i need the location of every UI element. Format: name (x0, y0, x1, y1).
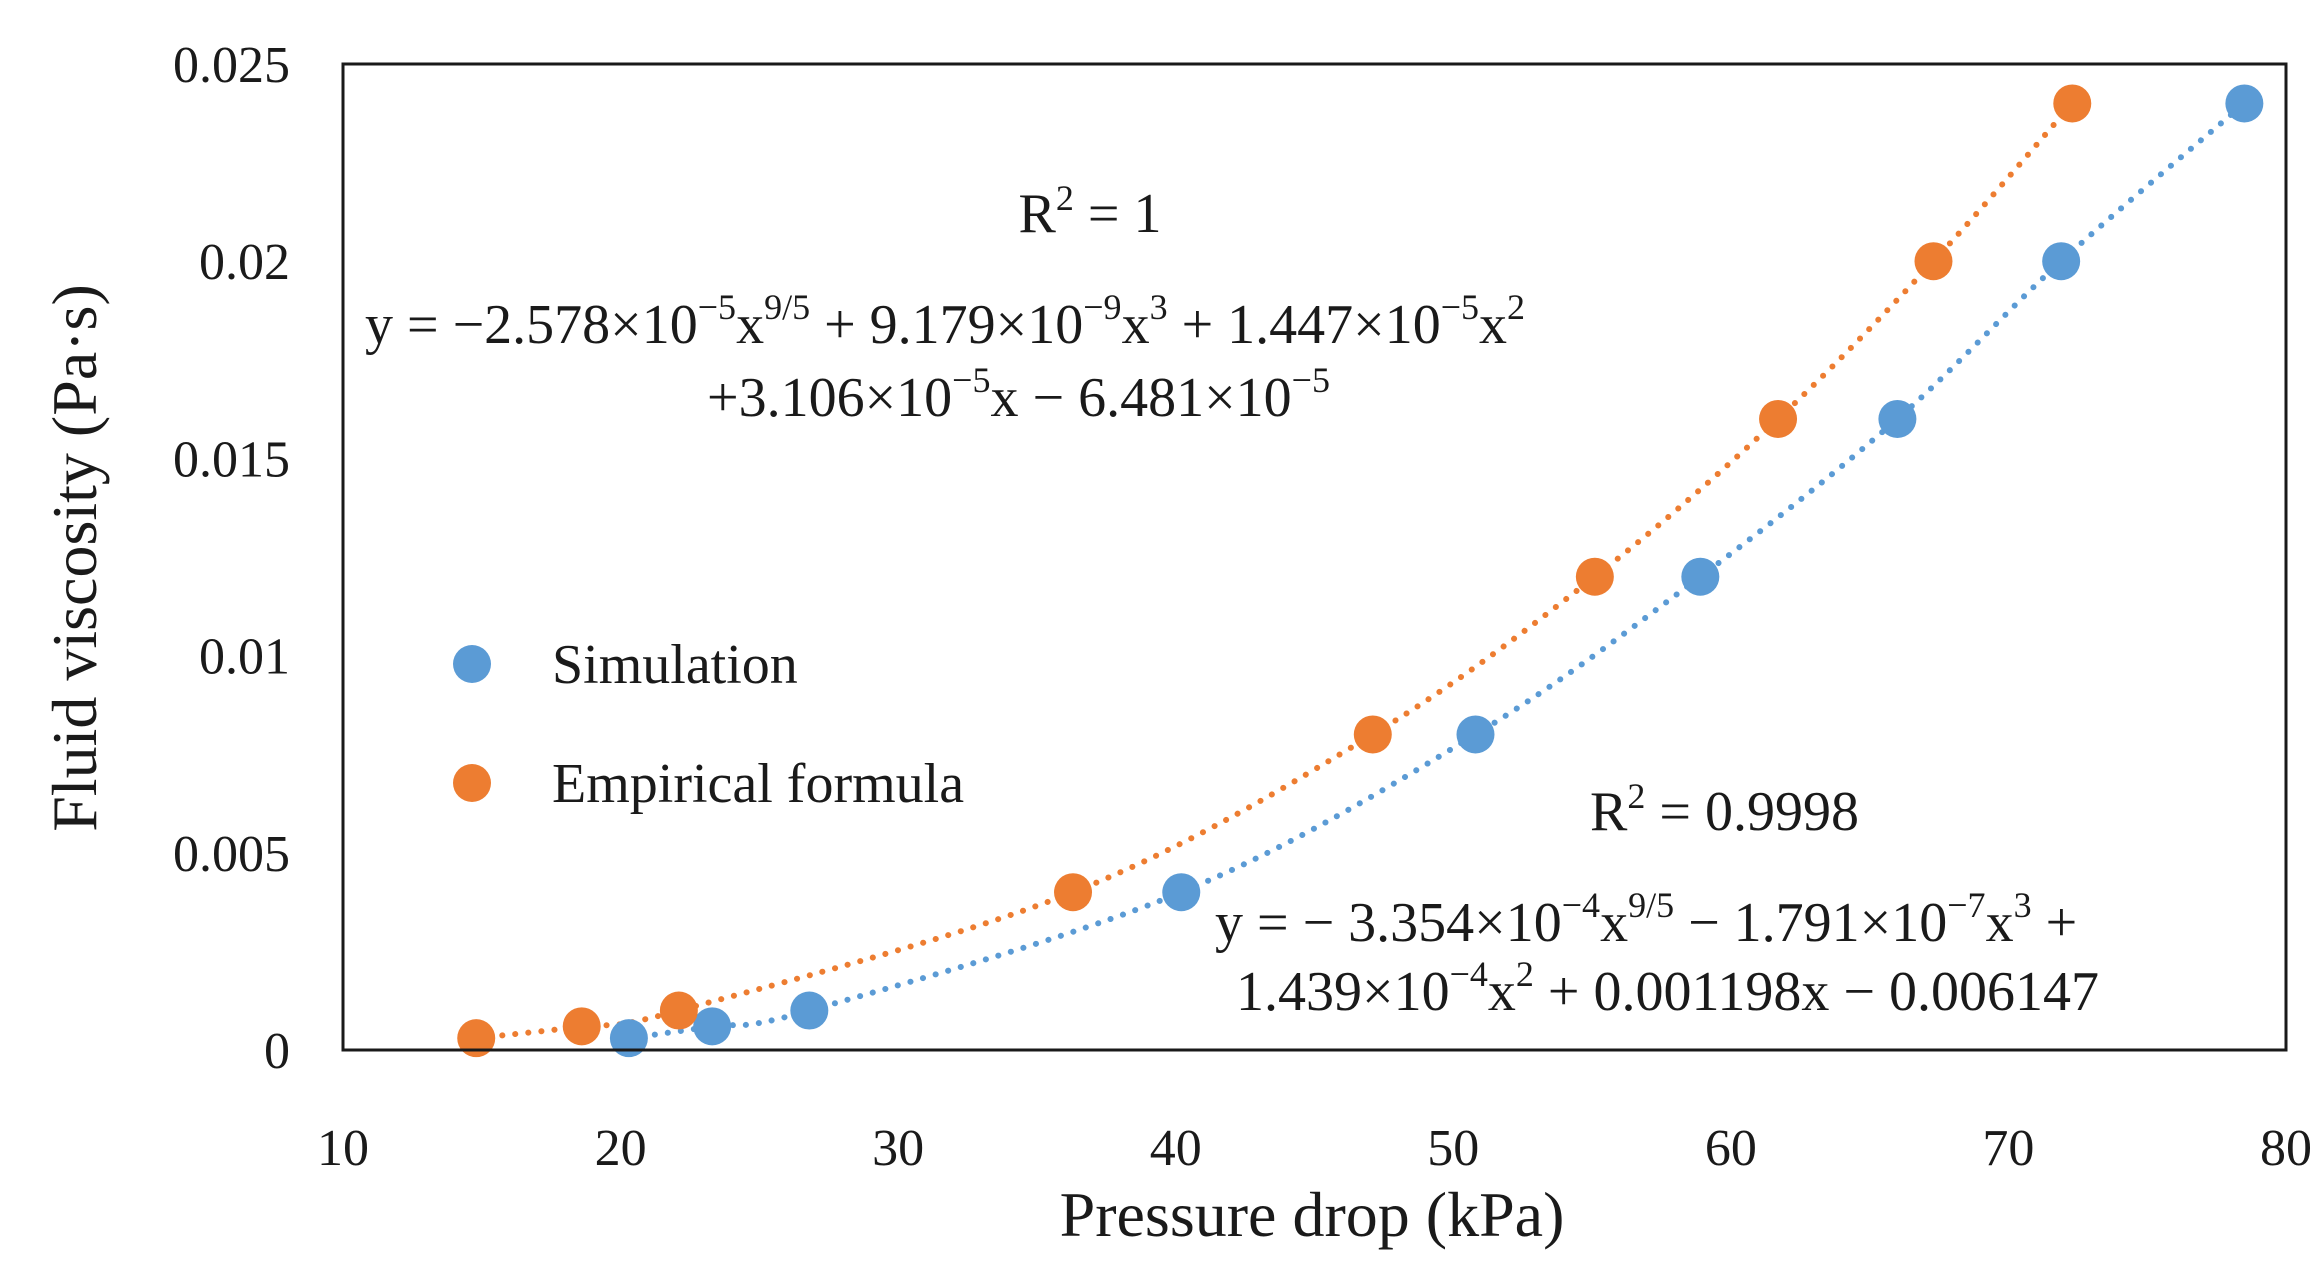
data-point-simulation (790, 991, 829, 1030)
y-tick-labels: 0 0.005 0.01 0.015 0.02 0.025 (173, 37, 290, 1080)
data-point-simulation (1456, 715, 1495, 754)
y-tick-label: 0.02 (199, 234, 290, 291)
data-markers (457, 84, 2264, 1058)
x-tick-label: 70 (1982, 1120, 2034, 1177)
legend-marker-simulation (453, 645, 491, 683)
data-point-simulation (2042, 242, 2081, 281)
data-point-simulation (609, 1019, 648, 1058)
plot-frame (341, 62, 2288, 1052)
simulation-fit-annotation: R2 = 0.9998 y = − 3.354×10−4x9/5 − 1.791… (1215, 776, 2099, 1023)
simulation-equation-line1: y = − 3.354×10−4x9/5 − 1.791×10−7x3 + (1215, 885, 2077, 954)
x-tick-label: 80 (2260, 1120, 2312, 1177)
y-tick-label: 0.025 (173, 37, 290, 94)
y-axis-title: Fluid viscosity (Pa·s) (39, 284, 110, 832)
x-tick-label: 10 (317, 1120, 369, 1177)
y-tick-label: 0 (264, 1023, 290, 1080)
data-point-simulation (693, 1007, 732, 1046)
data-point-empirical-formula (1353, 715, 1392, 754)
x-tick-label: 30 (872, 1120, 924, 1177)
data-point-empirical-formula (457, 1019, 496, 1058)
empirical-r2-label: R2 = 1 (1019, 178, 1162, 245)
empirical-equation-line1: y = −2.578×10−5x9/5 + 9.179×10−9x3 + 1.4… (365, 287, 1525, 356)
x-axis-title: Pressure drop (kPa) (1060, 1179, 1565, 1250)
legend-label-empirical-formula: Empirical formula (552, 753, 964, 815)
empirical-equation-line2: +3.106×10−5x − 6.481×10−5 (707, 360, 1330, 429)
data-point-empirical-formula (1914, 242, 1953, 281)
x-tick-label: 50 (1427, 1120, 1479, 1177)
legend: Simulation Empirical formula (453, 634, 964, 815)
simulation-r2-label: R2 = 0.9998 (1590, 776, 1859, 843)
x-tick-labels: 10 20 30 40 50 60 70 80 (317, 1120, 2312, 1177)
data-point-simulation (1162, 873, 1201, 912)
legend-marker-empirical-formula (453, 764, 491, 802)
data-point-empirical-formula (1759, 399, 1798, 438)
data-point-empirical-formula (1575, 557, 1614, 596)
data-point-empirical-formula (562, 1007, 601, 1046)
data-point-empirical-formula (659, 991, 698, 1030)
data-point-empirical-formula (1054, 873, 1093, 912)
data-point-empirical-formula (2053, 84, 2092, 123)
y-tick-label: 0.015 (173, 431, 290, 488)
simulation-equation-line2: 1.439×10−4x2 + 0.001198x − 0.006147 (1236, 954, 2099, 1023)
data-point-simulation (2225, 84, 2264, 123)
x-tick-label: 60 (1705, 1120, 1757, 1177)
x-tick-label: 40 (1150, 1120, 1202, 1177)
data-point-simulation (1681, 557, 1720, 596)
x-tick-label: 20 (595, 1120, 647, 1177)
y-tick-label: 0.005 (173, 826, 290, 883)
y-tick-label: 0.01 (199, 629, 290, 686)
legend-label-simulation: Simulation (552, 634, 798, 696)
empirical-fit-annotation: R2 = 1 y = −2.578×10−5x9/5 + 9.179×10−9x… (365, 178, 1525, 429)
trendline-simulation (625, 100, 2248, 1042)
data-point-simulation (1878, 399, 1917, 438)
